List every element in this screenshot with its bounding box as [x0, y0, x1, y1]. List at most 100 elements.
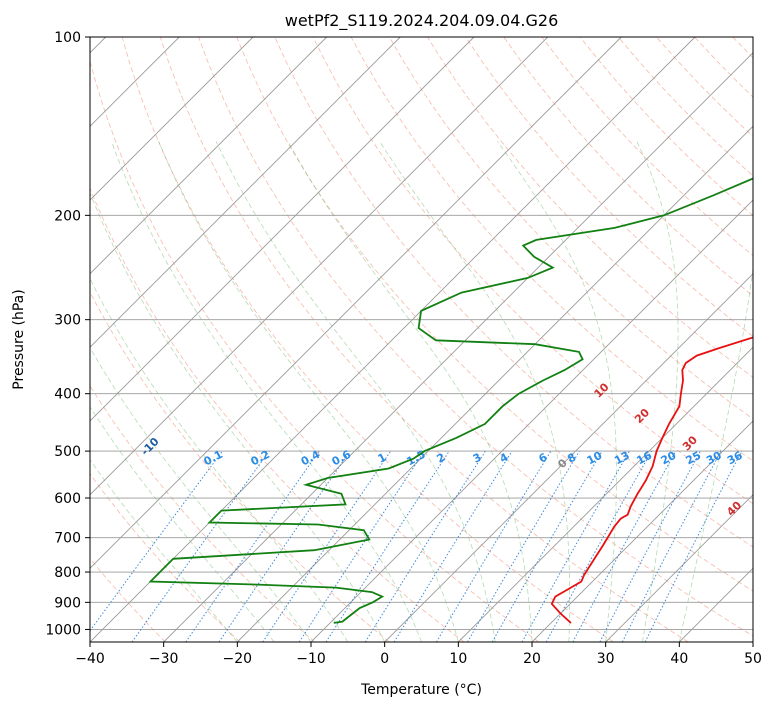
- isotherm: [90, 37, 622, 569]
- isotherm: [90, 37, 328, 275]
- plot-frame: [89, 36, 754, 643]
- temperature-line: [550, 336, 753, 624]
- mixing-ratio-label: 25: [684, 449, 704, 468]
- profiles: [148, 177, 753, 624]
- mixing-ratio-line: [131, 450, 270, 642]
- background-labels: 0.10.20.40.611.52346810131620253036-100-…: [0, 363, 745, 519]
- isotherm: [752, 641, 753, 642]
- y-tick-label: 100: [54, 30, 81, 46]
- x-tick-label: −20: [223, 651, 253, 667]
- dry-adiabat: [159, 37, 689, 642]
- moist-adiabat-label: 40: [724, 499, 744, 519]
- mixing-ratio-label: 13: [612, 449, 632, 468]
- mixing-ratio-line: [644, 450, 743, 642]
- mixing-ratio-line: [364, 450, 486, 642]
- dry-adiabat: [694, 37, 753, 98]
- x-axis-title: Temperature (°C): [360, 682, 482, 698]
- mixing-ratio-label: 1: [376, 451, 389, 466]
- dry-adiabat: [427, 37, 753, 378]
- dry-adiabat: [388, 37, 753, 420]
- mixing-ratio-label: 6: [537, 450, 550, 465]
- y-tick-label: 300: [54, 313, 81, 329]
- dry-adiabat-label: -30: [0, 363, 1, 386]
- isotherm: [531, 420, 753, 642]
- moist-adiabat: [90, 459, 238, 642]
- isotherm: [90, 37, 401, 348]
- dry-adiabat: [90, 291, 390, 642]
- mixing-ratio-line: [218, 450, 351, 642]
- mixing-ratio-line: [90, 450, 223, 632]
- isotherm: [90, 37, 254, 201]
- mixing-ratio-line: [185, 450, 320, 642]
- dry-adiabat: [732, 37, 753, 59]
- mixing-ratio-label: 4: [498, 450, 511, 465]
- mixing-ratio-label: 20: [659, 449, 679, 468]
- mixing-ratio-line: [545, 450, 653, 642]
- dry-adiabat: [541, 37, 753, 257]
- chart-title: wetPf2_S119.2024.204.09.04.G26: [285, 11, 559, 31]
- dry-adiabat: [503, 37, 753, 297]
- dry-adiabat: [350, 37, 753, 462]
- dry-adiabat: [90, 473, 241, 642]
- isotherm: [90, 37, 696, 642]
- x-axis: −40 −30 −20 −10 0 10 20 30 40 50: [75, 642, 762, 667]
- mixing-ratio-line: [435, 450, 552, 642]
- y-tick-label: 200: [54, 208, 81, 224]
- dry-adiabat: [198, 37, 753, 637]
- mixing-ratio-line: [467, 450, 580, 642]
- isotherm: [605, 494, 753, 642]
- dewpoint-line: [148, 177, 753, 624]
- isotherm: [384, 273, 753, 642]
- dry-adiabat: [312, 37, 753, 505]
- mixing-ratio-line: [621, 450, 722, 642]
- y-tick-label: 400: [54, 387, 81, 403]
- moist-adiabat-label: 20: [632, 406, 652, 426]
- mixing-ratio-label: 16: [634, 449, 654, 468]
- x-tick-label: 10: [449, 651, 467, 667]
- moist-adiabat: [678, 265, 753, 642]
- mixing-ratio-line: [325, 450, 450, 642]
- y-tick-label: 600: [54, 491, 81, 507]
- y-axis: 100 200 300 400 500 600 700 800 900 1000: [45, 30, 90, 638]
- dry-adiabat: [656, 37, 753, 138]
- mixing-ratio-line: [262, 450, 392, 642]
- x-tick-label: 0: [380, 651, 389, 667]
- isotherm: [236, 125, 753, 642]
- y-tick-label: 900: [54, 595, 81, 611]
- mixing-ratio-line: [599, 450, 701, 642]
- moist-adiabat: [90, 406, 275, 642]
- moist-adiabat-label: 10: [592, 380, 612, 400]
- y-tick-label: 800: [54, 565, 81, 581]
- y-tick-label: 700: [54, 531, 81, 547]
- mixing-ratio-line: [393, 450, 513, 642]
- x-tick-label: −40: [75, 651, 105, 667]
- mixing-ratio-label: 2: [435, 451, 448, 466]
- mixing-ratio-label: 36: [725, 449, 745, 468]
- x-tick-label: 40: [670, 651, 688, 667]
- dry-adiabat: [90, 59, 540, 642]
- dry-adiabat: [90, 385, 315, 642]
- dry-adiabat: [274, 37, 753, 548]
- y-tick-label: 500: [54, 444, 81, 460]
- dry-adiabat: [236, 37, 753, 592]
- dry-adiabat-label: -20: [56, 400, 79, 423]
- isotherm: [678, 567, 753, 642]
- mixing-ratio-line: [521, 450, 630, 642]
- dry-adiabat-label: -10: [138, 435, 161, 458]
- y-axis-title: Pressure (hPa): [11, 289, 27, 389]
- isotherm: [457, 346, 753, 642]
- mixing-ratio-label: 10: [585, 449, 605, 468]
- mixing-ratio-label: 30: [704, 449, 724, 468]
- isotherm: [163, 52, 753, 642]
- isotherm: [90, 37, 549, 496]
- x-tick-label: −30: [149, 651, 179, 667]
- moist-adiabat: [90, 346, 312, 642]
- x-tick-label: 50: [744, 651, 762, 667]
- moist-adiabat: [287, 141, 533, 642]
- dry-adiabat: [771, 37, 775, 642]
- y-tick-label: 1000: [45, 622, 81, 638]
- x-tick-label: −10: [296, 651, 326, 667]
- dry-adiabat: [90, 557, 166, 642]
- x-tick-label: 30: [597, 651, 615, 667]
- isotherm: [90, 37, 475, 422]
